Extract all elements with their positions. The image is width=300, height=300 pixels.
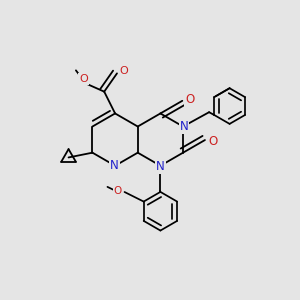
Text: O: O (185, 93, 194, 106)
Text: N: N (180, 120, 188, 133)
Text: O: O (114, 185, 122, 196)
Text: O: O (79, 74, 88, 84)
Text: O: O (208, 135, 218, 148)
Text: O: O (119, 66, 128, 76)
Text: N: N (156, 160, 165, 173)
Text: N: N (110, 159, 119, 172)
